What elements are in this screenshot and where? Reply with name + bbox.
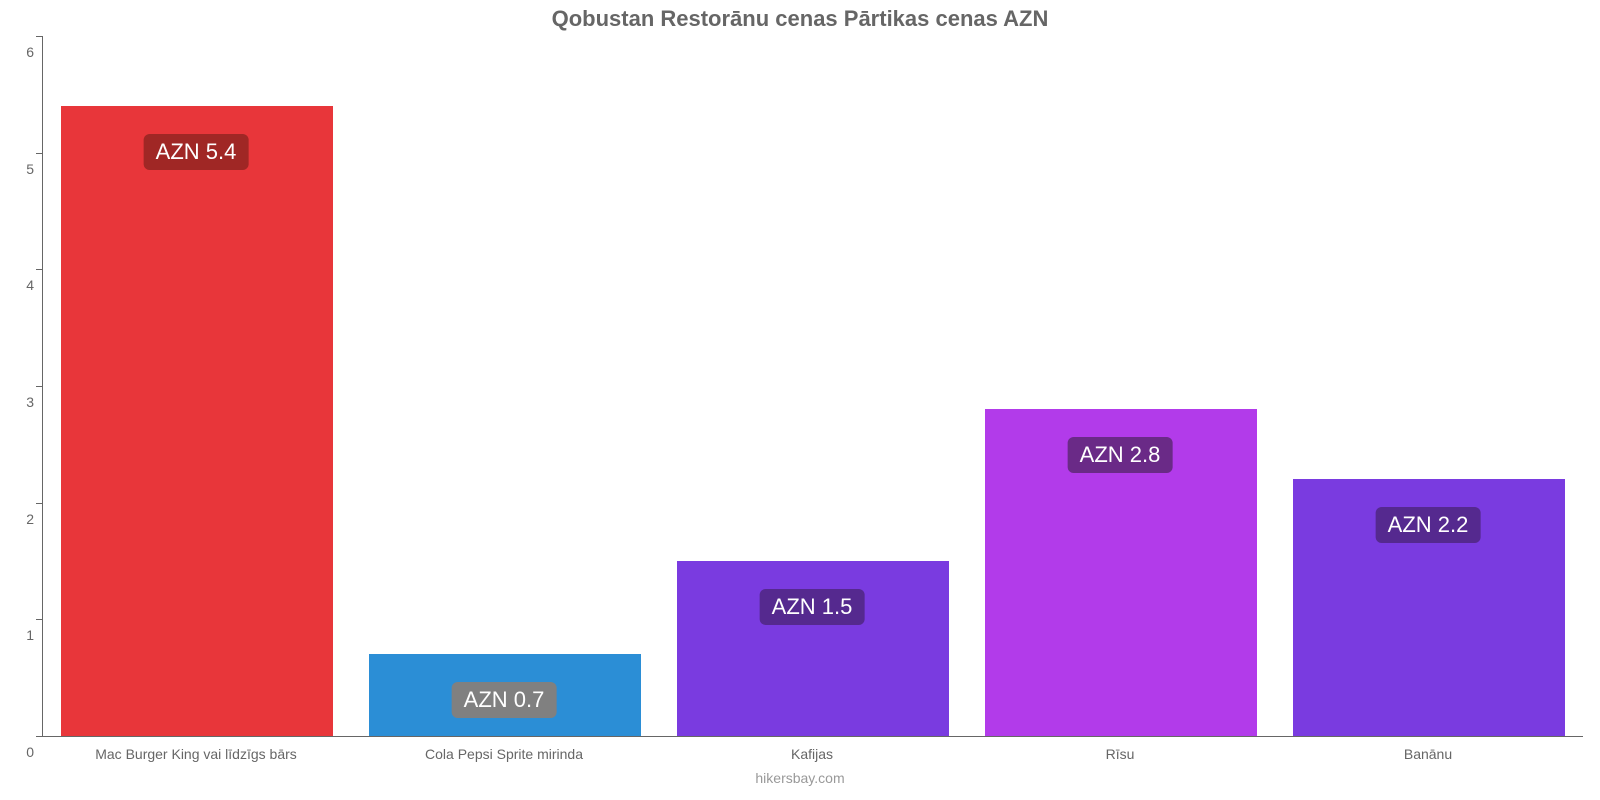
y-tick-label: 0 (2, 744, 34, 760)
y-tick-mark (36, 503, 42, 504)
y-tick-mark (36, 386, 42, 387)
x-tick-label: Kafijas (791, 746, 833, 762)
bar-value-label: AZN 2.8 (1068, 437, 1173, 473)
y-tick-label: 5 (2, 161, 34, 177)
plot-area (42, 36, 1583, 737)
y-tick-label: 1 (2, 627, 34, 643)
bar-value-label: AZN 1.5 (760, 589, 865, 625)
y-tick-mark (36, 36, 42, 37)
bar-value-label: AZN 2.2 (1376, 507, 1481, 543)
attribution-text: hikersbay.com (0, 770, 1600, 786)
chart-title: Qobustan Restorānu cenas Pārtikas cenas … (0, 6, 1600, 32)
bar-value-label: AZN 0.7 (452, 682, 557, 718)
bar (61, 106, 332, 736)
x-tick-label: Rīsu (1106, 746, 1135, 762)
y-tick-mark (36, 269, 42, 270)
price-bar-chart: Qobustan Restorānu cenas Pārtikas cenas … (0, 0, 1600, 800)
y-tick-label: 3 (2, 394, 34, 410)
y-tick-mark (36, 619, 42, 620)
y-tick-label: 4 (2, 277, 34, 293)
bar-value-label: AZN 5.4 (144, 134, 249, 170)
x-tick-label: Mac Burger King vai līdzīgs bārs (95, 746, 297, 762)
y-tick-label: 6 (2, 44, 34, 60)
y-tick-mark (36, 153, 42, 154)
bar (677, 561, 948, 736)
x-tick-label: Cola Pepsi Sprite mirinda (425, 746, 583, 762)
x-tick-label: Banānu (1404, 746, 1452, 762)
y-tick-mark (36, 736, 42, 737)
y-tick-label: 2 (2, 511, 34, 527)
